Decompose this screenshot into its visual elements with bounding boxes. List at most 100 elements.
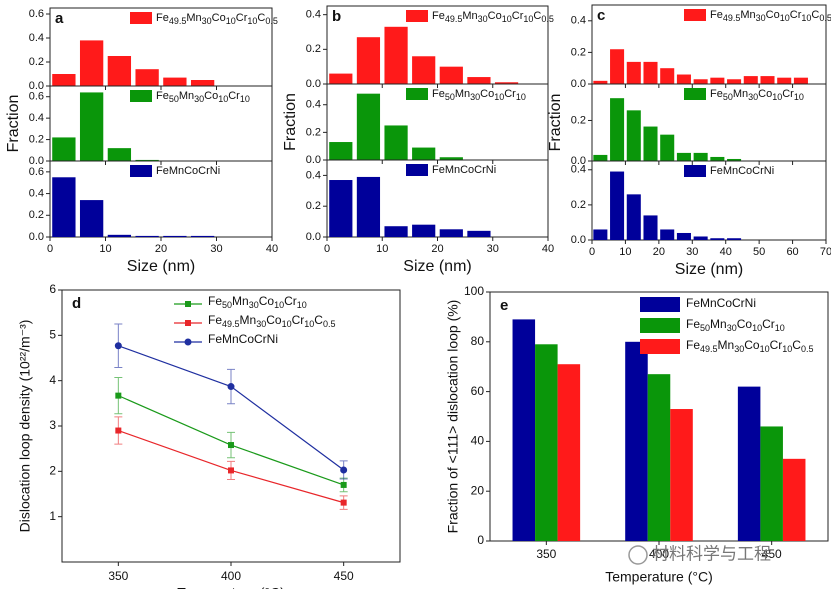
y-tick-label: 0.2 xyxy=(306,200,321,212)
legend-swatch xyxy=(684,9,706,21)
x-tick-label: 30 xyxy=(487,243,499,255)
x-tick-label: 10 xyxy=(99,243,111,255)
legend-marker xyxy=(185,301,191,307)
y-tick-label: 60 xyxy=(471,384,485,398)
histogram-bar xyxy=(135,159,159,161)
legend-swatch xyxy=(640,339,680,354)
histogram-bar xyxy=(727,238,742,240)
y-tick-label: 0.0 xyxy=(29,155,44,167)
x-tick-label: 30 xyxy=(686,246,698,258)
y-tick-label: 0.0 xyxy=(29,231,44,243)
histogram-bar xyxy=(693,79,708,84)
legend-label: FeMnCoCrNi xyxy=(156,165,220,177)
y-tick-label: 0.2 xyxy=(571,46,586,58)
y-tick-label: 1 xyxy=(49,509,56,523)
histogram-bar xyxy=(412,224,436,237)
x-tick-label: 70 xyxy=(820,246,831,258)
y-tick-label: 0.2 xyxy=(29,209,44,221)
histogram-bar xyxy=(676,152,691,161)
y-tick-label: 0.4 xyxy=(306,99,321,111)
y-tick-label: 0 xyxy=(477,533,484,547)
histogram-bar xyxy=(52,177,76,237)
histogram-bar xyxy=(52,137,76,161)
y-axis-label: Fraction xyxy=(282,93,299,151)
histogram-bar xyxy=(626,194,641,240)
bar xyxy=(512,319,536,541)
legend-label: Fe50Mn30Co10Cr10 xyxy=(208,294,307,310)
histogram-bar xyxy=(727,158,742,161)
y-tick-label: 3 xyxy=(49,418,56,432)
x-tick-label: 10 xyxy=(376,243,388,255)
bar xyxy=(647,374,671,541)
histogram-bar xyxy=(439,229,463,237)
x-tick-label: 10 xyxy=(619,246,631,258)
y-tick-label: 0.6 xyxy=(29,8,44,20)
histogram-bar xyxy=(760,76,775,84)
histogram-bar xyxy=(412,147,436,160)
histogram-bar xyxy=(660,134,675,161)
point xyxy=(340,481,347,488)
x-tick-label: 450 xyxy=(762,547,782,561)
x-tick-label: 350 xyxy=(536,547,556,561)
panel-label: e xyxy=(500,297,508,314)
panel-label: c xyxy=(597,7,605,24)
legend-label: Fe49.5Mn30Co10Cr10C0.5 xyxy=(156,12,278,26)
x-tick-label: 0 xyxy=(324,243,330,255)
histogram-bar xyxy=(52,74,76,86)
y-tick-label: 0.0 xyxy=(571,234,586,246)
point xyxy=(228,467,234,474)
x-tick-label: 20 xyxy=(155,243,167,255)
histogram-bar xyxy=(384,125,408,160)
legend-label: Fe50Mn30Co10Cr10 xyxy=(710,88,804,102)
y-tick-label: 2 xyxy=(49,464,56,478)
histogram-bar xyxy=(676,74,691,84)
legend-swatch xyxy=(406,88,428,100)
point xyxy=(114,342,122,350)
x-tick-label: 450 xyxy=(334,569,354,583)
y-tick-label: 0.0 xyxy=(306,154,321,166)
legend-label: FeMnCoCrNi xyxy=(686,296,756,310)
y-tick-label: 40 xyxy=(471,434,485,448)
x-tick-label: 400 xyxy=(649,547,669,561)
histogram-bar xyxy=(107,234,132,237)
y-tick-label: 0.2 xyxy=(29,133,44,145)
y-tick-label: 0.0 xyxy=(306,78,321,90)
histogram-bar xyxy=(135,235,159,237)
histogram-bar xyxy=(693,236,708,240)
y-tick-label: 0.2 xyxy=(306,126,321,138)
legend-swatch xyxy=(130,90,152,102)
legend-swatch xyxy=(640,297,680,312)
histogram-bar xyxy=(467,77,491,84)
x-axis-label: Size (nm) xyxy=(675,261,743,278)
legend-label: Fe49.5Mn30Co10Cr10C0.5 xyxy=(208,313,335,329)
y-tick-label: 0.0 xyxy=(571,78,586,90)
legend-marker xyxy=(184,338,192,346)
histogram-bar xyxy=(135,69,159,86)
y-tick-label: 20 xyxy=(471,483,485,497)
legend-label: Fe49.5Mn30Co10Cr10C0.5 xyxy=(432,10,554,24)
histogram-bar xyxy=(610,98,625,161)
x-tick-label: 50 xyxy=(753,246,765,258)
histogram-bar xyxy=(693,152,708,161)
histogram-bar xyxy=(593,80,608,84)
x-tick-label: 20 xyxy=(431,243,443,255)
histogram-bar xyxy=(727,79,742,84)
x-tick-label: 0 xyxy=(47,243,53,255)
histogram-bar xyxy=(494,82,519,84)
histogram-bar xyxy=(384,226,408,237)
x-tick-label: 20 xyxy=(653,246,665,258)
legend-swatch xyxy=(406,10,428,22)
histogram-bar xyxy=(190,235,215,237)
y-tick-label: 0.6 xyxy=(29,166,44,178)
legend-swatch xyxy=(684,88,706,100)
point xyxy=(115,427,122,434)
histogram-bar xyxy=(329,73,353,84)
y-axis-label: Fraction of <111> dislocation loop (%) xyxy=(445,300,461,534)
y-tick-label: 0.2 xyxy=(571,114,586,126)
histogram-bar xyxy=(593,154,608,161)
bar xyxy=(760,426,783,541)
histogram-bar xyxy=(743,76,758,84)
y-tick-label: 0.4 xyxy=(29,112,44,124)
histogram-bar xyxy=(793,77,808,84)
histogram-bar xyxy=(356,176,381,237)
